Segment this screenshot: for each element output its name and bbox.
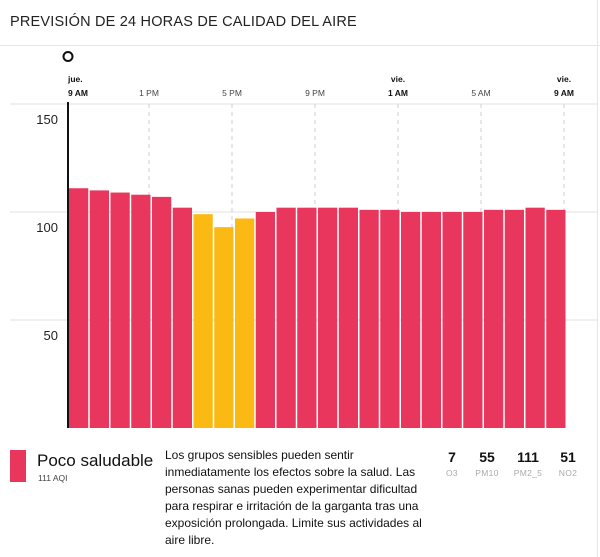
aqi-bar (214, 227, 234, 428)
aqi-bar (193, 214, 213, 428)
aqi-bar (525, 207, 545, 428)
aqi-bar (152, 196, 172, 428)
aqi-bar (484, 209, 504, 428)
aqi-bar (359, 209, 379, 428)
health-description: Los grupos sensibles pueden sentir inmed… (165, 448, 422, 547)
x-time-label: 1 PM (139, 88, 159, 98)
x-day-label: jue. (67, 74, 83, 84)
aqi-bar (442, 212, 462, 428)
aqi-bar (297, 207, 317, 428)
category-label: Poco saludable (37, 451, 154, 470)
x-time-label: 5 PM (222, 88, 242, 98)
aqi-bar (546, 209, 566, 428)
aqi-bar (69, 188, 89, 428)
aqi-bar (131, 194, 151, 428)
aqi-bar (401, 212, 421, 428)
header: PREVISIÓN DE 24 HORAS DE CALIDAD DEL AIR… (0, 0, 600, 46)
aqi-value-label: 111 AQI (38, 473, 68, 483)
x-time-label: 9 AM (554, 88, 574, 98)
aqi-forecast-chart: 50100150200250300jue.9 AM1 PM5 PM9 PMvie… (10, 50, 597, 428)
aqi-bar (235, 218, 255, 428)
pollutant-value: 51 (560, 449, 576, 465)
panel-edge (597, 0, 598, 557)
aqi-bar (110, 192, 130, 428)
pollutant-no2: 51 NO2 (554, 449, 582, 478)
aqi-summary: Poco saludable 111 AQI Los grupos sensib… (0, 430, 600, 557)
aqi-bar (421, 212, 441, 428)
aqi-bar (504, 209, 524, 428)
aqi-bar (89, 190, 109, 428)
pollutant-pm10: 55 PM10 (472, 449, 502, 478)
pollutant-o3: 7 O3 (440, 449, 464, 478)
x-day-label: vie. (557, 74, 571, 84)
aqi-bar (338, 207, 358, 428)
page-title: PREVISIÓN DE 24 HORAS DE CALIDAD DEL AIR… (10, 14, 357, 30)
y-tick-label: 50 (44, 328, 58, 343)
aqi-bar (380, 209, 400, 428)
y-tick-label: 100 (36, 220, 58, 235)
current-value-marker (62, 50, 74, 62)
aqi-bar (255, 212, 275, 428)
pollutant-pm2-5: 111 PM2_5 (510, 449, 546, 478)
pollutant-name: PM10 (475, 468, 499, 478)
pollutant-name: NO2 (558, 468, 578, 478)
x-time-label: 5 AM (471, 88, 490, 98)
x-time-label: 9 AM (68, 88, 88, 98)
x-time-label: 9 PM (305, 88, 325, 98)
pollutant-value: 111 (517, 449, 539, 465)
x-day-label: vie. (391, 74, 405, 84)
pollutant-name: O3 (446, 468, 458, 478)
category-color-swatch (10, 450, 26, 482)
y-tick-label: 150 (36, 112, 58, 127)
pollutant-name: PM2_5 (513, 468, 543, 478)
aqi-bar (276, 207, 296, 428)
aqi-bar (318, 207, 338, 428)
aqi-bar (463, 212, 483, 428)
pollutant-value: 55 (479, 449, 495, 465)
x-time-label: 1 AM (388, 88, 408, 98)
pollutant-value: 7 (448, 449, 456, 465)
aqi-bar (172, 207, 192, 428)
